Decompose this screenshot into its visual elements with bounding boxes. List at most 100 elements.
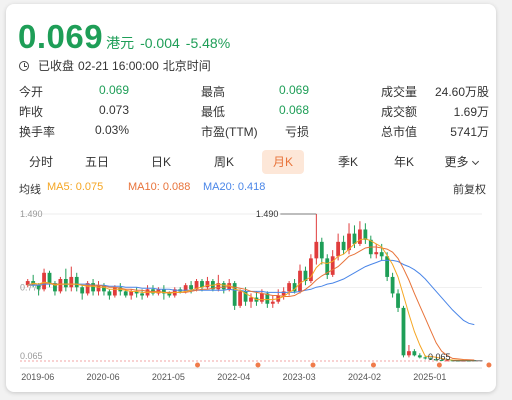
candle-body xyxy=(319,241,324,259)
tab-more[interactable]: 更多 xyxy=(438,150,484,174)
candle-body xyxy=(287,283,292,292)
candle-body xyxy=(238,291,243,306)
min-annotation: 0.065 xyxy=(428,352,451,362)
ma-lines xyxy=(27,238,475,362)
low-label: 最低 xyxy=(201,105,226,119)
candle-body xyxy=(53,283,57,292)
market-status-row: 已收盘 02-21 16:00:00 北京时间 xyxy=(19,57,211,74)
candle-body xyxy=(249,297,253,302)
candle-body xyxy=(183,285,188,292)
chart-labels: 1.490 0.777 0.065 1.490 0.065 2019-06 2020-06 2… xyxy=(20,209,492,382)
event-marker xyxy=(486,362,492,368)
candle-body xyxy=(129,291,134,296)
event-marker xyxy=(310,362,316,368)
candle-body xyxy=(74,276,79,288)
y-mid-label: 0.777 xyxy=(20,283,43,293)
candle-body xyxy=(390,276,395,294)
candle-body xyxy=(167,293,172,296)
candle-body xyxy=(259,293,264,302)
candle-body xyxy=(303,270,308,282)
open-value: 0.069 xyxy=(98,83,129,97)
high-label: 最高 xyxy=(201,85,226,99)
candle-body xyxy=(407,351,411,356)
candle-body xyxy=(123,291,128,296)
candle-body xyxy=(341,241,346,251)
candle-body xyxy=(358,229,362,244)
candle-body xyxy=(25,281,30,286)
candle-body xyxy=(434,359,439,361)
candle-body xyxy=(205,281,210,288)
tab-monthly-k[interactable]: 月K xyxy=(262,150,304,174)
candle-body xyxy=(36,285,41,290)
turnover-rate-value: 0.03% xyxy=(94,123,129,137)
ma-legend: 均线 MA5: 0.075 MA10: 0.088 MA20: 0.418 前复… xyxy=(19,181,489,197)
stock-quote-card: 0.069 港元 -0.004 -5.48% 已收盘 02-21 16:00:0… xyxy=(6,4,496,392)
candle-body xyxy=(80,287,85,294)
open-label: 今开 xyxy=(19,85,44,99)
ma20-value: MA20: 0.418 xyxy=(203,181,266,193)
candle-body xyxy=(42,272,46,290)
price-change: -0.004 xyxy=(140,35,180,51)
candle-body xyxy=(412,351,417,356)
period-tabs: 分时 五日 日K 周K 月K 季K 年K 更多 xyxy=(20,150,482,174)
volume-value: 24.60万股 xyxy=(434,85,489,99)
quote-datetime: 02-21 16:00:00 xyxy=(78,58,159,73)
last-price: 0.069 xyxy=(18,18,104,55)
x-tick-label: 2023-03 xyxy=(283,372,316,382)
candle-body xyxy=(232,283,237,306)
stats-grid: 今开 0.069 最高 0.069 成交量 24.60万股 昨收 0.073 最… xyxy=(19,83,489,143)
tab-quarterly-k[interactable]: 季K xyxy=(337,155,358,169)
candle-body xyxy=(417,355,422,358)
candle-body xyxy=(379,252,384,257)
candle-body xyxy=(200,281,204,288)
prev-close-value: 0.073 xyxy=(98,103,129,117)
event-marker xyxy=(255,362,261,368)
more-label: 更多 xyxy=(444,155,469,169)
k-line-chart[interactable]: 1.490 0.777 0.065 1.490 0.065 2019-06 2020-06 2… xyxy=(6,200,496,392)
candle-body xyxy=(161,289,166,294)
adjust-toggle[interactable]: 前复权 xyxy=(453,184,486,196)
ma-title: 均线 xyxy=(19,184,41,196)
quote-timezone: 北京时间 xyxy=(162,59,211,73)
tab-five-day[interactable]: 五日 xyxy=(84,155,109,169)
tab-daily-k[interactable]: 日K xyxy=(150,155,171,169)
ma10-line xyxy=(27,246,475,361)
turnover-rate-label: 换手率 xyxy=(19,125,56,139)
stats-row: 换手率 0.03% 市盈(TTM) 亏损 总市值 5741万 xyxy=(19,123,489,143)
tab-weekly-k[interactable]: 周K xyxy=(213,155,234,169)
x-tick-label: 2021-05 xyxy=(152,372,185,382)
candle-body xyxy=(336,241,341,257)
x-tick-label: 2025-01 xyxy=(413,372,446,382)
market-cap-value: 5741万 xyxy=(450,125,489,139)
event-marker xyxy=(195,362,201,368)
candle-body xyxy=(308,258,313,282)
pe-ttm-label: 市盈(TTM) xyxy=(201,125,258,139)
price-change-pct: -5.48% xyxy=(185,35,231,51)
candle-body xyxy=(134,291,139,294)
tab-intraday[interactable]: 分时 xyxy=(28,155,53,169)
candle-body xyxy=(314,241,319,259)
x-tick-label: 2020-06 xyxy=(87,372,120,382)
prev-close-label: 昨收 xyxy=(19,105,44,119)
volume-label: 成交量 xyxy=(381,85,418,99)
price-row: 0.069 港元 -0.004 -5.48% xyxy=(18,18,230,56)
candle-body xyxy=(194,281,199,290)
candle-body xyxy=(91,283,95,292)
max-annotation: 1.490 xyxy=(256,209,279,219)
currency-label: 港元 xyxy=(106,35,135,51)
y-max-label: 1.490 xyxy=(20,209,43,219)
candle-body xyxy=(221,283,226,290)
ma10-value: MA10: 0.088 xyxy=(128,181,191,193)
candle-body xyxy=(352,233,357,244)
candle-body xyxy=(243,291,248,302)
candle-body xyxy=(85,283,90,294)
candle-body xyxy=(396,293,400,308)
high-value: 0.069 xyxy=(278,83,309,97)
candle-body xyxy=(385,256,390,277)
candle-body xyxy=(347,233,351,251)
tab-yearly-k[interactable]: 年K xyxy=(393,155,414,169)
candle-body xyxy=(363,229,368,240)
chevron-down-icon xyxy=(471,157,479,166)
market-cap-label: 总市值 xyxy=(381,125,418,139)
ma5-line xyxy=(27,238,475,362)
